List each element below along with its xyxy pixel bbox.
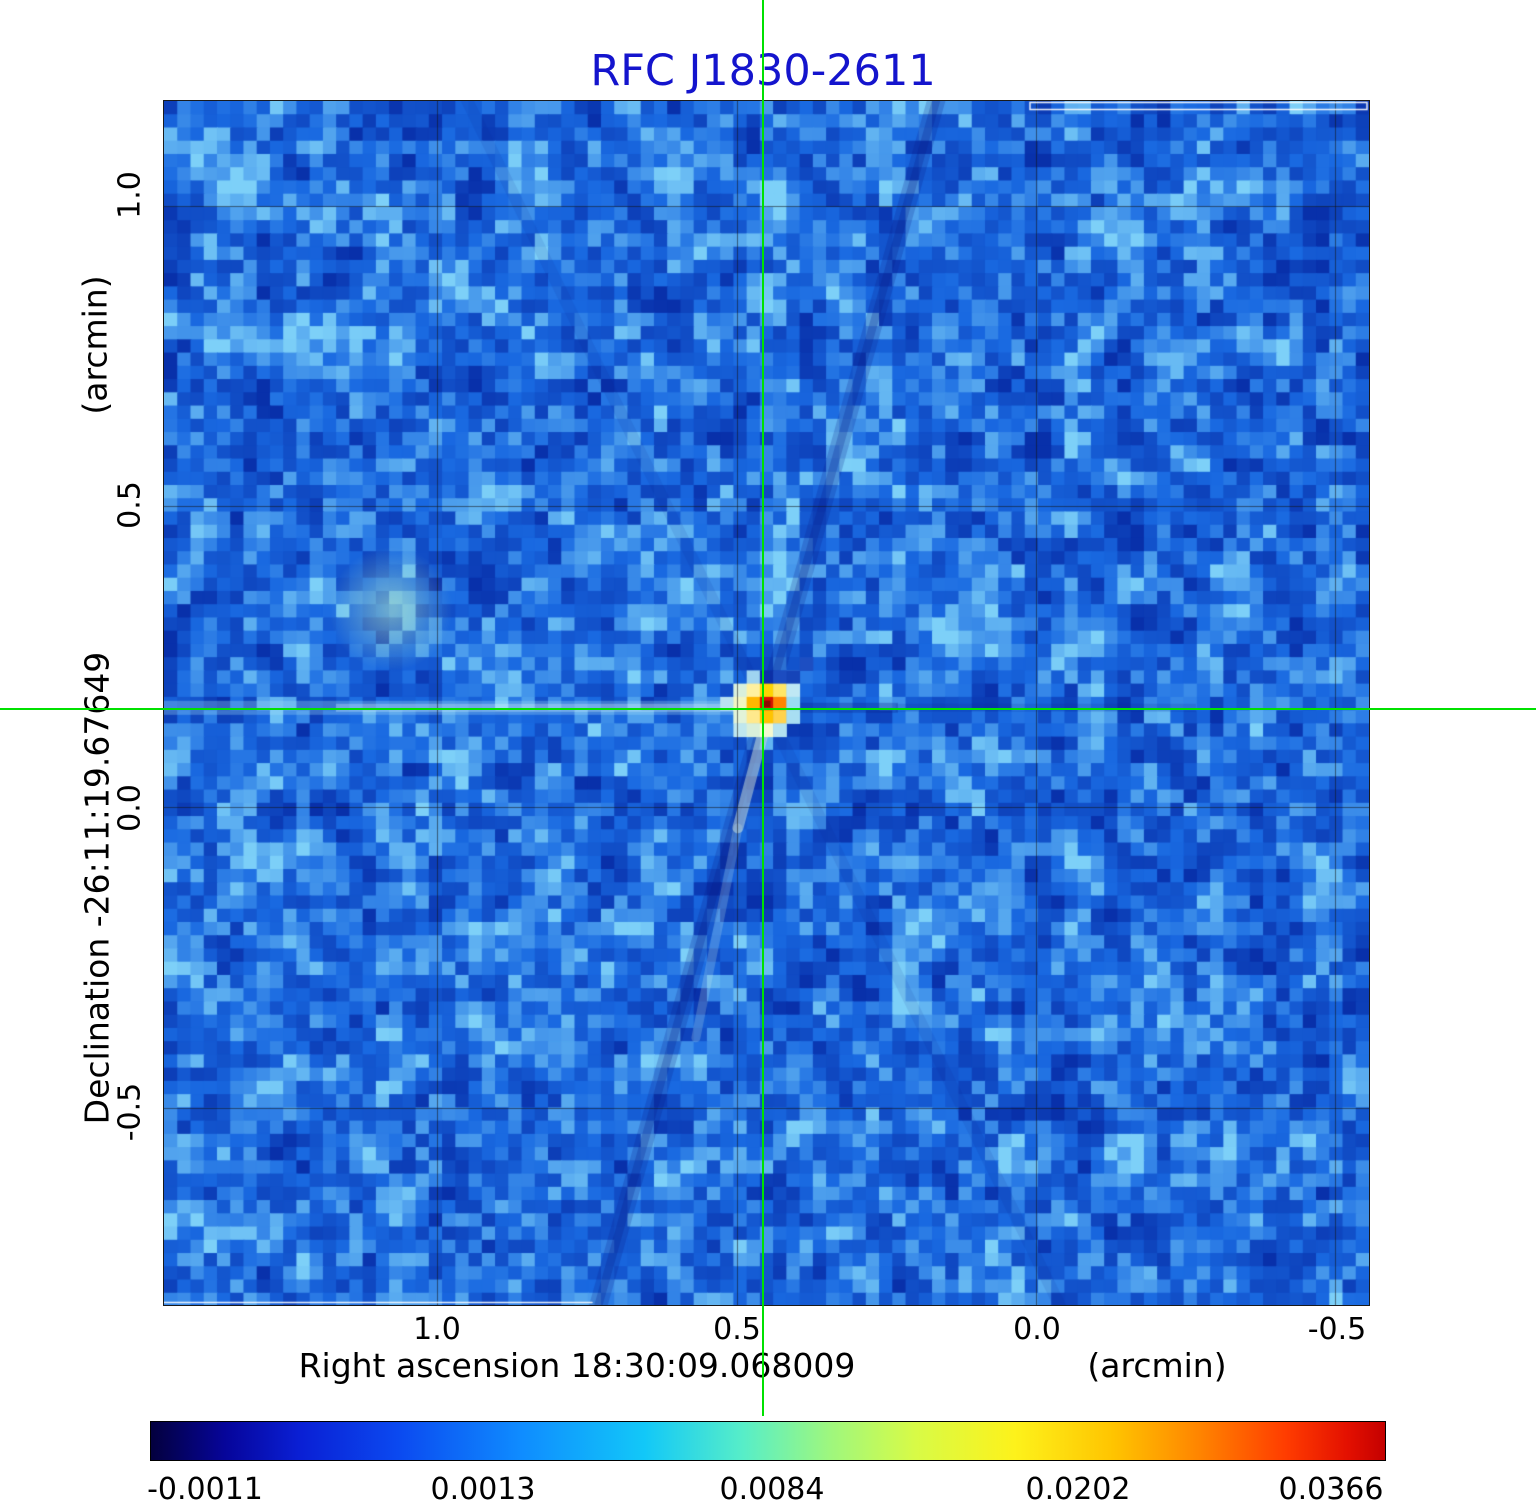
crosshair-horizontal-line [0,708,1536,710]
x-axis-label: Right ascension 18:30:09.068009 [298,1346,856,1385]
y-tick-label: 0.5 [112,481,148,529]
plot-area [163,100,1370,1306]
colorbar-tick-label: 0.0013 [430,1472,536,1507]
colorbar-tick-label: 0.0366 [1278,1472,1384,1507]
colorbar-tick-label: 0.0202 [1025,1472,1131,1507]
sky-image [164,101,1369,1305]
x-tick-label: 0.5 [713,1312,761,1347]
x-tick-label: 0.0 [1013,1312,1061,1347]
y-tick-label: 1.0 [112,171,148,219]
x-axis-unit-label: (arcmin) [1087,1346,1227,1385]
y-tick-label: 0.0 [112,784,148,832]
colorbar-tick-label: -0.0011 [147,1472,263,1507]
y-axis-unit-label: (arcmin) [75,275,115,415]
x-tick-label: -0.5 [1307,1312,1367,1347]
x-tick-label: 1.0 [413,1312,461,1347]
y-tick-label: -0.5 [112,1082,148,1142]
y-axis-label: Declination -26:11:19.67649 [77,651,117,1125]
colorbar-tick-label: 0.0084 [719,1472,825,1507]
colorbar [150,1421,1386,1461]
